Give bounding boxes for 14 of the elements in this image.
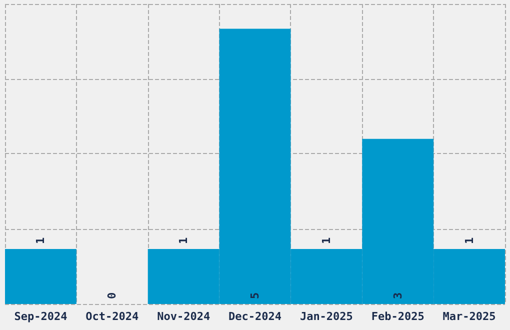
data-label: 5	[248, 292, 262, 299]
data-label: 1	[177, 236, 190, 244]
data-label: 1	[462, 236, 476, 244]
x-tick-label: Nov-2024	[157, 310, 210, 323]
x-tick-label: Oct-2024	[86, 310, 140, 323]
data-label: 1	[34, 236, 48, 244]
x-tick-label: Mar-2025	[442, 310, 496, 323]
data-label: 1	[320, 236, 333, 244]
x-tick-label: Dec-2024	[228, 310, 282, 323]
data-label: 3	[391, 292, 404, 299]
x-tick-label: Sep-2024	[14, 310, 68, 323]
data-label: 0	[106, 292, 119, 299]
x-tick-label: Jan-2025	[300, 310, 353, 323]
x-tick-label: Feb-2025	[371, 310, 424, 323]
